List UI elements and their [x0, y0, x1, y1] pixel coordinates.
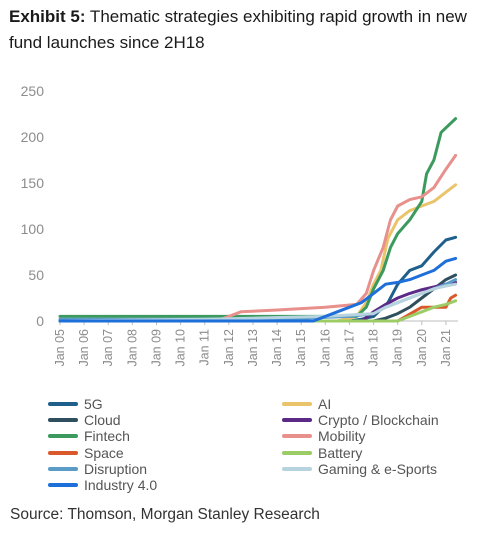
legend-label: Cloud — [84, 412, 121, 429]
y-tick-label: 100 — [21, 221, 45, 237]
title-text: Thematic strategies exhibiting rapid gro… — [9, 7, 467, 52]
y-tick-label: 250 — [21, 83, 45, 99]
y-tick-label: 0 — [36, 313, 44, 329]
x-tick-label: Jan 10 — [174, 329, 188, 367]
legend-swatch — [282, 402, 312, 406]
series-line-ai — [58, 183, 458, 323]
x-tick-label: Jan 13 — [246, 329, 260, 367]
x-tick-label: Jan 18 — [367, 329, 381, 367]
series-line-industry-4-0 — [58, 256, 458, 323]
source-note: Source: Thomson, Morgan Stanley Research — [10, 506, 320, 523]
chart-title: Exhibit 5: Thematic strategies exhibitin… — [9, 4, 489, 56]
x-tick-label: Jan 16 — [318, 329, 332, 367]
legend-label: Gaming & e-Sports — [318, 460, 438, 477]
legend-swatch — [48, 450, 78, 455]
x-tick-label: Jan 15 — [294, 329, 308, 367]
legend-swatch — [282, 466, 312, 471]
legend-label: Space — [84, 444, 124, 461]
legend-item: Industry 4.0 — [48, 477, 157, 493]
legend-item: 5G — [48, 396, 103, 412]
x-tick-label: Jan 21 — [439, 329, 453, 367]
series-line-gaming-e-sports — [58, 282, 458, 323]
x-tick-label: Jan 14 — [270, 329, 284, 367]
x-tick-label: Jan 06 — [77, 329, 91, 367]
legend-item: Cloud — [48, 412, 121, 428]
legend-item: Crypto / Blockchain — [282, 412, 439, 428]
legend-item: Disruption — [48, 461, 147, 477]
x-tick-label: Jan 11 — [198, 329, 212, 366]
x-tick-label: Jan 17 — [342, 329, 356, 367]
x-tick-label: Jan 19 — [391, 329, 405, 367]
y-tick-label: 200 — [21, 129, 45, 145]
legend-label: Disruption — [84, 460, 148, 477]
legend-item: AI — [282, 396, 331, 412]
x-tick-label: Jan 09 — [149, 329, 163, 367]
x-axis-ticks: Jan 05 Jan 06 Jan 07 Jan 08 Jan 09 Jan 10 Jan … — [53, 321, 453, 367]
x-tick-label: Jan 12 — [222, 329, 236, 367]
y-tick-label: 150 — [21, 175, 45, 191]
x-tick-label: Jan 20 — [415, 329, 429, 367]
legend-swatch — [48, 418, 78, 423]
series-line-5g — [58, 235, 458, 323]
y-tick-label: 50 — [28, 267, 44, 283]
legend-swatch — [48, 466, 78, 471]
exhibit-label: Exhibit 5: — [9, 7, 86, 26]
legend-swatch — [282, 418, 312, 423]
series-lines — [58, 117, 458, 323]
legend-item: Gaming & e-Sports — [282, 461, 437, 477]
series-line-mobility — [58, 153, 458, 323]
legend-label: 5G — [84, 396, 103, 412]
series-line-battery — [58, 299, 458, 323]
legend-swatch — [48, 483, 78, 487]
legend-label: Industry 4.0 — [84, 477, 158, 493]
x-tick-label: Jan 08 — [125, 329, 139, 367]
x-tick-label: Jan 07 — [101, 329, 115, 367]
legend-swatch — [282, 450, 312, 455]
legend-swatch — [282, 434, 312, 439]
legend-item: Battery — [282, 445, 362, 461]
y-axis-ticks: 0 50 100 150 200 250 — [21, 83, 45, 329]
legend-item: Mobility — [282, 428, 365, 444]
legend-label: AI — [318, 396, 332, 412]
legend-item: Space — [48, 445, 124, 461]
legend-label: Battery — [318, 444, 363, 461]
legend-label: Mobility — [318, 428, 366, 445]
legend-label: Crypto / Blockchain — [318, 412, 439, 429]
legend-swatch — [48, 434, 78, 439]
legend-item: Fintech — [48, 428, 130, 444]
legend-swatch — [48, 402, 78, 406]
legend-label: Fintech — [84, 428, 130, 445]
x-tick-label: Jan 05 — [53, 329, 67, 367]
